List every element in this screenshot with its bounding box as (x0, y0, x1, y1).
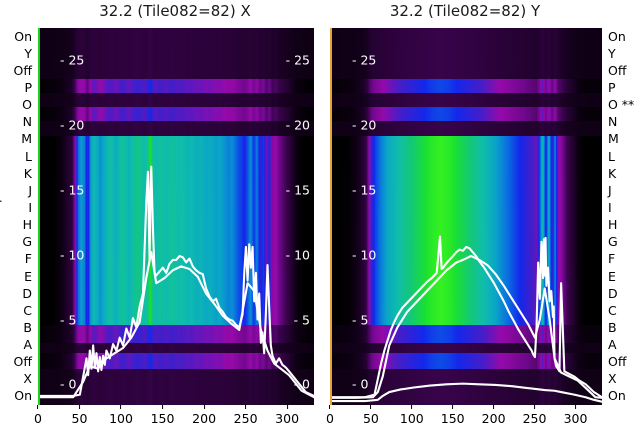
xtick-label: 200 (481, 411, 506, 426)
category-left-off: Off (13, 62, 32, 78)
category-right-m: M (608, 131, 619, 147)
category-left-i: I (28, 199, 32, 215)
category-right-on: On (608, 28, 626, 44)
xtick-label: 250 (233, 411, 258, 426)
category-left-k: K (23, 165, 32, 181)
xtick-label: 300 (563, 411, 588, 426)
category-right-k: K (608, 165, 617, 181)
heatmap-image-y (332, 28, 602, 405)
xtick: 0 (34, 405, 42, 426)
category-right-off: Off (608, 62, 627, 78)
category-right-y: Y (608, 45, 616, 61)
panel-title-y: 32.2 (Tile082=82) Y (389, 2, 541, 20)
xtick-mark (37, 405, 39, 409)
category-right-j: J (608, 182, 612, 198)
xtick: 300 (563, 405, 588, 426)
category-right-d: D (608, 285, 618, 301)
xtick-mark (329, 405, 331, 409)
category-right-g: G (608, 233, 618, 249)
xtick-mark (411, 405, 413, 409)
xtick: 50 (71, 405, 88, 426)
xtick: 250 (522, 405, 547, 426)
heatmap-panel-y[interactable]: - 25- 20- 15- 10- 5- 0 (330, 28, 602, 405)
category-right-f: F (608, 251, 616, 267)
category-left-p: P (24, 79, 32, 95)
xtick-mark (286, 405, 288, 409)
category-right-l: L (608, 148, 615, 164)
category-left-y: Y (24, 45, 32, 61)
category-right-o: O ** (608, 96, 635, 112)
category-right-e: E (608, 268, 616, 284)
category-left-j: J (28, 182, 32, 198)
xtick: 0 (326, 405, 334, 426)
category-right-on: On (608, 388, 626, 404)
category-left-b: B (23, 319, 32, 335)
xtick-label: 100 (399, 411, 424, 426)
xtick-mark (370, 405, 372, 409)
category-left-m: M (21, 131, 32, 147)
xtick: 200 (192, 405, 216, 426)
category-left-off: Off (13, 353, 32, 369)
category-left-on: On (14, 28, 32, 44)
xtick: 300 (275, 405, 299, 426)
category-left-x: X (23, 371, 32, 387)
category-left-a: A (23, 336, 32, 352)
xaxis-panel-y: 0 50 100 150 200 250 300 (326, 405, 600, 439)
category-left-l: L (25, 148, 32, 164)
xtick-mark (203, 405, 205, 409)
xtick-mark (452, 405, 454, 409)
panel-title-x: 32.2 (Tile082=82) X (99, 2, 251, 20)
category-left-e: E (24, 268, 32, 284)
category-left-on: On (14, 388, 32, 404)
category-right-p: P (608, 79, 616, 95)
xaxis-panel-x: 0 50 100 150 200 250 300 (34, 405, 312, 439)
category-left-c: C (23, 302, 32, 318)
xtick: 50 (363, 405, 379, 426)
xtick-label: 200 (192, 411, 217, 426)
category-right-c: C (608, 302, 617, 318)
category-right-x: X (608, 371, 617, 387)
category-right-i: I (608, 199, 612, 215)
xtick-label: 50 (362, 411, 379, 426)
xtick-mark (533, 405, 535, 409)
xtick-mark (120, 405, 122, 409)
category-left-n: N (22, 114, 32, 130)
xtick-label: 250 (522, 411, 547, 426)
xtick-mark (79, 405, 80, 409)
xtick-label: 50 (71, 411, 88, 426)
xtick-label: 300 (275, 411, 300, 426)
xtick-label: 150 (440, 411, 465, 426)
category-left-d: D (22, 285, 32, 301)
xtick-label: 0 (34, 411, 42, 426)
xtick: 150 (441, 405, 465, 426)
heatmap-panel-x[interactable]: - 25- 20- 15- 10- 5- 0 - 25- 20- 15- 10-… (38, 28, 314, 405)
xtick-label: 100 (109, 411, 133, 426)
xtick: 150 (150, 405, 175, 426)
xtick: 100 (400, 405, 424, 426)
category-right-b: B (608, 319, 617, 335)
category-right-n: N (608, 114, 618, 130)
xtick: 100 (109, 405, 133, 426)
xtick-label: 150 (150, 411, 175, 426)
xtick-mark (245, 405, 247, 409)
category-axis-left: On Y Off P O N M L K J I H G F E D C B A Off X On (2, 28, 36, 405)
xtick-mark (574, 405, 576, 409)
category-left-f: F (24, 251, 32, 267)
xtick-label: 0 (326, 411, 334, 426)
category-left-o: O (22, 96, 32, 112)
category-left-h: H (22, 216, 32, 232)
category-axis-right: On Y Off P O ** N M L K J I H G F E D C B A Off X On (604, 28, 640, 405)
xtick-mark (161, 405, 163, 409)
xtick-mark (493, 405, 495, 409)
category-right-off: Off (608, 353, 627, 369)
heatmap-image-x (40, 28, 314, 405)
category-right-a: A (608, 336, 617, 352)
category-left-g: G (22, 233, 32, 249)
xtick: 200 (482, 405, 506, 426)
xtick: 250 (234, 405, 258, 426)
category-right-h: H (608, 216, 618, 232)
